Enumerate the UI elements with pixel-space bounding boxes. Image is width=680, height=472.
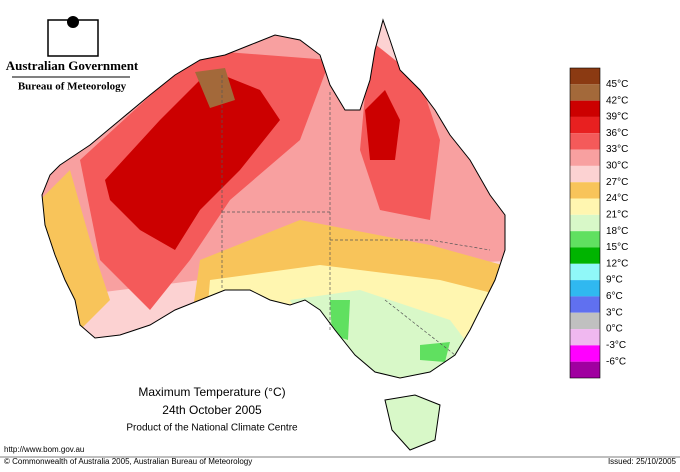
legend-label: 42°C xyxy=(606,95,628,106)
legend-label: 36°C xyxy=(606,128,628,139)
legend-label: 9°C xyxy=(606,275,623,286)
legend-swatch xyxy=(570,214,600,232)
legend-swatch xyxy=(570,247,600,264)
state-borders xyxy=(221,75,491,356)
legend-swatch xyxy=(570,165,600,183)
legend-swatch xyxy=(570,263,600,281)
legend-swatch xyxy=(570,280,600,297)
legend-label: 18°C xyxy=(606,226,628,237)
legend-swatch xyxy=(570,149,600,166)
crest-star xyxy=(67,16,79,28)
legend-label: 45°C xyxy=(606,79,628,90)
legend-swatch xyxy=(570,361,600,378)
legend-swatch xyxy=(570,329,600,346)
legend-swatch xyxy=(570,84,600,101)
map-title: Maximum Temperature (°C) xyxy=(138,385,285,399)
zone xyxy=(195,68,235,108)
legend-label: 21°C xyxy=(606,209,628,220)
legend-frame xyxy=(569,67,601,379)
legend-swatch xyxy=(570,296,600,313)
legend-label: 6°C xyxy=(606,291,623,302)
legend-swatch xyxy=(570,116,600,134)
legend-swatch xyxy=(570,182,600,199)
legend-label: 3°C xyxy=(606,307,623,318)
legend-swatch xyxy=(570,133,600,150)
legend-swatch xyxy=(570,231,600,248)
agency-name: Bureau of Meteorology xyxy=(18,81,127,93)
legend-label: 27°C xyxy=(606,177,628,188)
coastline xyxy=(41,18,506,451)
map-date: 24th October 2005 xyxy=(162,403,262,417)
zone xyxy=(330,300,450,362)
border xyxy=(330,239,491,251)
coat-of-arms xyxy=(47,16,99,57)
legend-swatch xyxy=(570,68,600,85)
government-name: Australian Government xyxy=(6,58,139,73)
issued: Issued: 25/10/2005 xyxy=(608,457,677,466)
legend-swatch xyxy=(570,198,600,215)
legend-label: -6°C xyxy=(606,356,626,367)
legend-swatch xyxy=(570,312,600,330)
legend-swatch xyxy=(570,345,600,362)
legend-label: 39°C xyxy=(606,112,628,123)
zone xyxy=(365,90,400,160)
legend-label: 15°C xyxy=(606,242,628,253)
legend-label: 0°C xyxy=(606,324,623,335)
legend-label: 24°C xyxy=(606,193,628,204)
legend: 45°C 42°C 39°C 36°C 33°C 30°C 27°C 24°C 21°C 18°C… xyxy=(569,67,628,379)
map-product: Product of the National Climate Centre xyxy=(126,423,298,434)
legend-label: 12°C xyxy=(606,258,628,269)
legend-swatch xyxy=(570,100,600,117)
legend-label: -3°C xyxy=(606,340,626,351)
zone xyxy=(105,70,280,250)
url: http://www.bom.gov.au xyxy=(4,445,84,454)
copyright: © Commonwealth of Australia 2005, Austra… xyxy=(4,457,252,466)
legend-label: 30°C xyxy=(606,161,628,172)
legend-label: 33°C xyxy=(606,144,628,155)
